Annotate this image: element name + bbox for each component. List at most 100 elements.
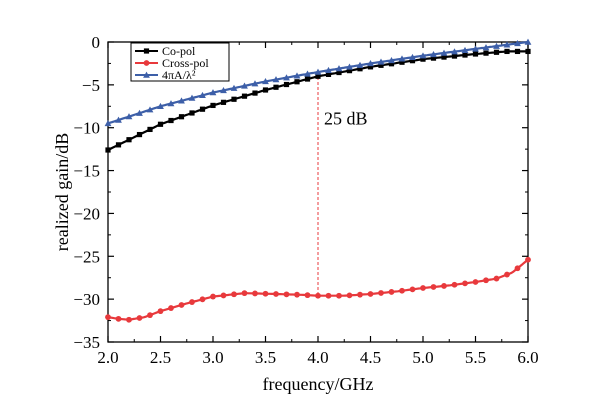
series-marker [493, 49, 500, 55]
series-marker [388, 61, 395, 67]
series-marker [409, 58, 416, 64]
series-marker [199, 296, 206, 303]
series-marker [178, 97, 185, 104]
series-marker [304, 70, 311, 77]
series-marker [251, 80, 259, 87]
series-marker [430, 284, 437, 290]
series-marker [294, 291, 300, 298]
x-tick-label: 6.0 [517, 348, 538, 367]
series-marker [357, 66, 363, 72]
series-marker [462, 52, 468, 58]
series-marker [315, 73, 321, 79]
series-marker [168, 305, 174, 311]
y-tick-label: −20 [73, 204, 100, 223]
x-axis-title: frequency/GHz [263, 374, 374, 394]
series-marker [146, 106, 154, 113]
series-marker [346, 68, 353, 74]
series-marker [409, 53, 416, 60]
series-marker [440, 49, 448, 56]
series-marker [304, 292, 311, 299]
series-marker [441, 54, 447, 60]
x-tick-label: 2.5 [150, 348, 171, 367]
series-marker [105, 147, 111, 153]
y-axis-title: realized gain/dB [52, 133, 72, 251]
series-marker [420, 285, 426, 291]
series-marker [231, 291, 237, 298]
series-marker [125, 113, 133, 120]
series-marker [262, 290, 269, 297]
series-marker [419, 52, 427, 59]
series-marker [293, 72, 301, 79]
series-marker [388, 289, 395, 295]
series-3 [104, 38, 532, 127]
legend-label: Cross-pol [162, 56, 209, 70]
y-tick-label: −15 [73, 162, 100, 181]
series-marker [346, 292, 353, 299]
x-tick-label: 2.0 [97, 348, 118, 367]
y-tick-label: −10 [73, 119, 100, 138]
series-marker [493, 42, 500, 49]
x-tick-label: 3.0 [202, 348, 223, 367]
series-marker [482, 44, 490, 51]
series-marker [104, 120, 112, 127]
series-marker [314, 68, 322, 75]
series-marker [188, 94, 196, 101]
series-marker [420, 56, 426, 62]
series-marker [231, 96, 237, 102]
series-marker [367, 64, 374, 70]
series-marker [157, 121, 164, 127]
series-marker [241, 93, 248, 99]
series-marker [220, 292, 227, 299]
series-marker [252, 290, 258, 297]
series-marker [356, 61, 364, 68]
series-marker [273, 291, 279, 297]
x-tick-label: 3.5 [255, 348, 276, 367]
series-marker [462, 280, 468, 287]
series-marker [115, 315, 122, 322]
series-marker [283, 291, 290, 298]
series-marker [451, 281, 458, 288]
series-marker [209, 89, 217, 96]
series-marker [189, 110, 195, 116]
series-marker [220, 99, 227, 105]
series-marker [367, 291, 374, 297]
series-marker [399, 59, 405, 65]
series-marker [230, 84, 238, 91]
series-marker [451, 48, 458, 55]
series-marker [210, 293, 216, 300]
annotation-label: 25 dB [324, 108, 368, 128]
series-marker [472, 279, 479, 285]
series-marker [430, 55, 437, 61]
legend-marker [143, 60, 150, 66]
series-marker [483, 50, 489, 56]
series-marker [252, 90, 258, 96]
series-marker [525, 48, 531, 55]
series-marker [451, 53, 458, 59]
series-marker [199, 91, 206, 99]
series-marker [126, 316, 132, 323]
series-marker [126, 137, 132, 143]
series-marker [325, 71, 332, 77]
legend-marker [143, 48, 150, 54]
y-tick-label: −5 [82, 76, 100, 95]
y-tick-label: 0 [92, 33, 101, 52]
series-marker [147, 126, 153, 133]
series-marker [357, 291, 363, 298]
series-marker [167, 100, 175, 107]
series-marker [115, 142, 122, 148]
series-marker [504, 48, 510, 55]
x-tick-label: 4.5 [360, 348, 381, 367]
series-marker [409, 286, 416, 293]
series-marker [525, 256, 531, 263]
series-marker [283, 74, 290, 81]
x-tick-label: 5.0 [412, 348, 433, 367]
series-2 [105, 256, 531, 323]
series-marker [304, 76, 311, 82]
series-marker [514, 39, 521, 47]
series-marker [262, 87, 269, 93]
series-marker [262, 78, 269, 85]
legend-label: 4πA/λ² [162, 68, 196, 82]
series-marker [136, 131, 143, 138]
series-marker [461, 46, 469, 53]
